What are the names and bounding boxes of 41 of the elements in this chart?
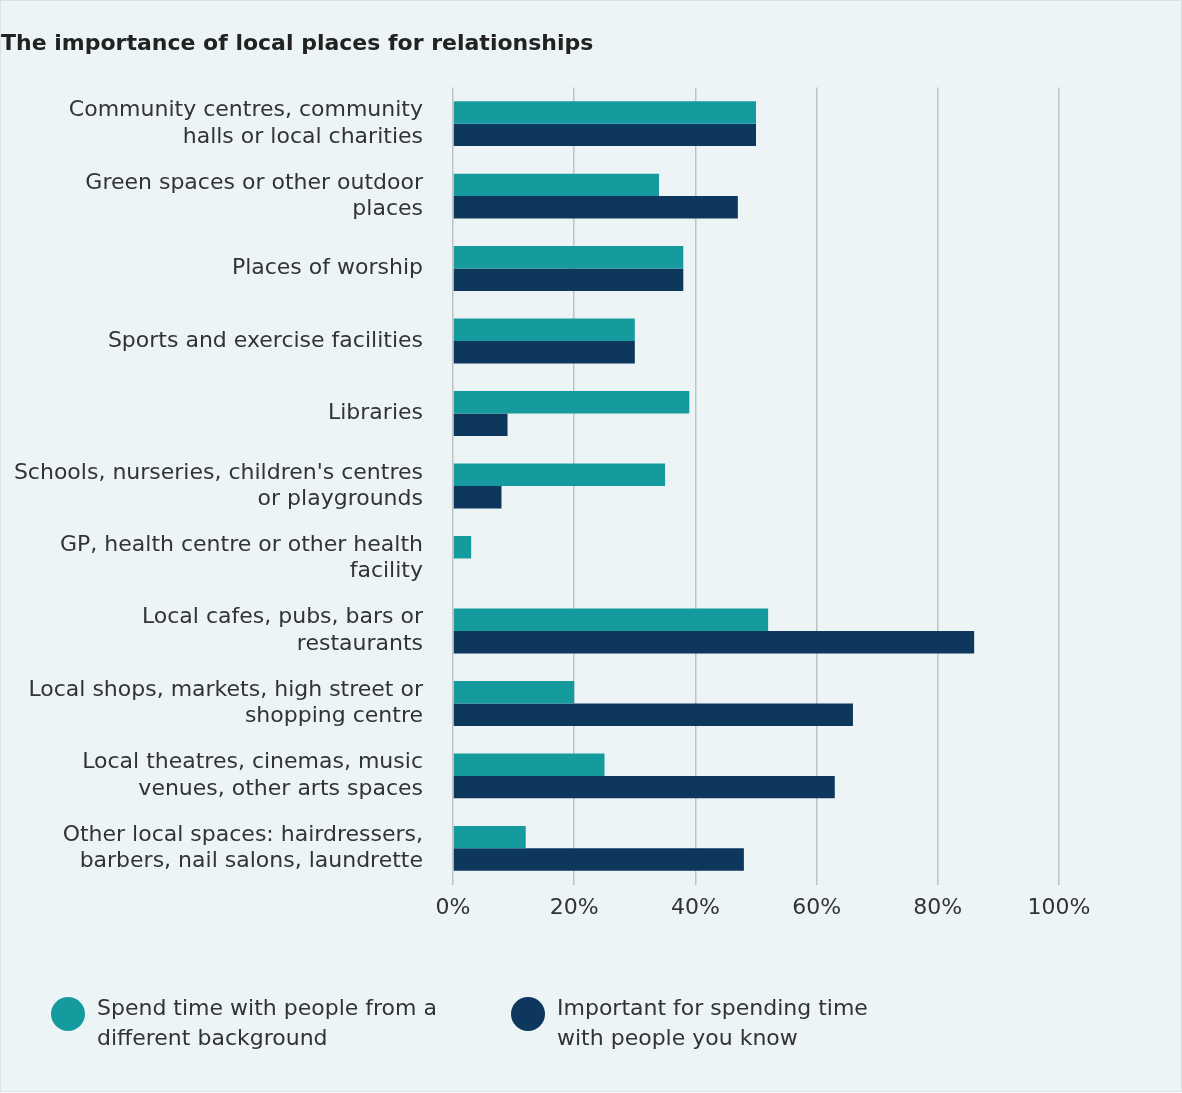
bar — [453, 608, 769, 631]
y-tick-label: Local theatres, cinemas, music venues, other arts spaces — [82, 748, 423, 800]
bar — [453, 391, 690, 414]
y-tick-label: Local shops, markets, high street or shopping centre — [28, 675, 424, 728]
x-tick-label: 60% — [792, 893, 842, 919]
bar — [453, 536, 472, 559]
bar — [453, 630, 975, 654]
x-tick-label: 80% — [913, 893, 963, 919]
bar — [453, 680, 575, 704]
bar — [453, 341, 635, 364]
bar — [453, 753, 605, 776]
y-tick-label: GP, health centre or other health facility — [60, 530, 423, 583]
bar — [453, 101, 756, 124]
y-tick-label: Other local spaces: hairdressers, barbers, nail salons, laundrette — [62, 820, 423, 873]
y-tick-label: Local cafes, pubs, bars or restaurants — [141, 603, 424, 655]
bar — [453, 268, 684, 292]
bar — [453, 173, 660, 197]
y-tick-label: Schools, nurseries, children's centres or playgrounds — [13, 458, 423, 510]
bar — [453, 246, 684, 269]
y-tick-label: Green spaces or other outdoor places — [85, 168, 424, 221]
x-tick-label: 0% — [435, 893, 471, 919]
bar — [453, 703, 853, 726]
bar — [453, 463, 666, 486]
bar — [453, 486, 502, 509]
y-tick-label: Libraries — [327, 399, 423, 425]
y-tick-label: Sports and exercise facilities — [107, 326, 423, 352]
bar — [453, 825, 526, 849]
bar — [453, 848, 744, 871]
y-tick-label: Places of worship — [231, 254, 423, 280]
bar — [453, 123, 756, 147]
y-tick-label: Community centres, community halls or local charities — [68, 96, 423, 148]
x-tick-label: 20% — [549, 893, 599, 919]
bar — [453, 413, 508, 436]
bar — [453, 775, 835, 799]
x-tick-label: 100% — [1027, 893, 1091, 919]
bar — [453, 196, 738, 219]
chart-title: The importance of local places for relationships — [1, 29, 594, 55]
legend-label: Spend time with people from a different background — [97, 994, 438, 1052]
bar — [453, 318, 635, 342]
x-tick-label: 40% — [670, 893, 720, 919]
legend-label: Important for spending time with people you know — [557, 994, 869, 1052]
